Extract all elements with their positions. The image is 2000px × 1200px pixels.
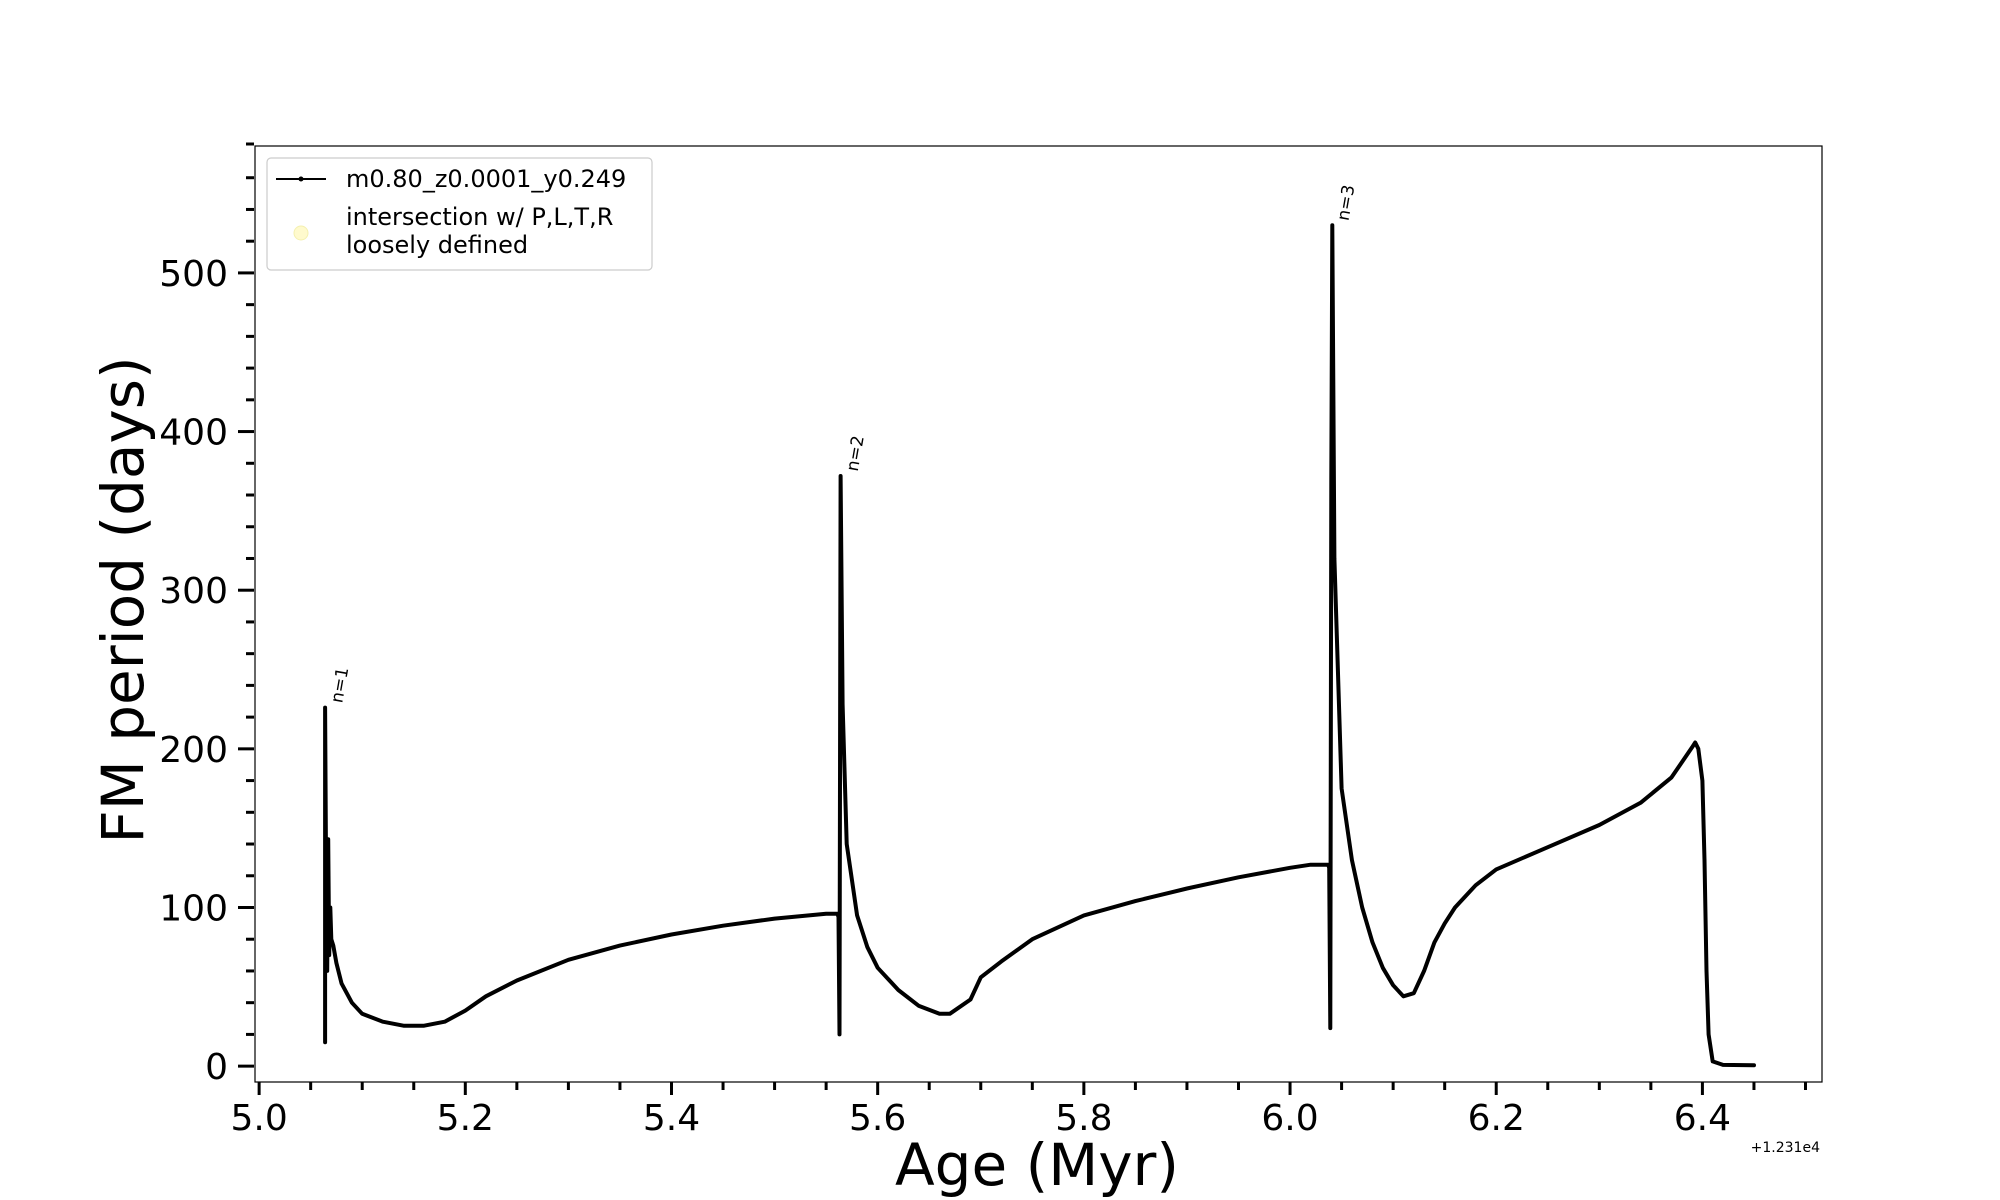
legend: m0.80_z0.0001_y0.249 intersection w/ P,L… xyxy=(266,157,653,271)
x-tick-label: 6.2 xyxy=(1468,1098,1525,1139)
legend-line-marker xyxy=(298,176,304,182)
x-axis-ticks: 5.0 5.2 5.4 5.6 5.8 6.0 6.2 6.4 xyxy=(230,1082,1808,1139)
x-tick-label: 5.4 xyxy=(643,1098,700,1139)
y-tick-label: 300 xyxy=(159,571,228,612)
y-tick-label: 100 xyxy=(159,888,228,929)
x-tick-label: 5.8 xyxy=(1055,1098,1112,1139)
y-tick-label: 400 xyxy=(159,413,228,454)
x-tick-label: 5.0 xyxy=(230,1098,287,1139)
y-tick-label: 500 xyxy=(159,254,228,295)
series-layer xyxy=(323,223,1756,1068)
y-tick-label: 200 xyxy=(159,730,228,771)
legend-intersection-marker xyxy=(293,225,309,241)
x-tick-label: 6.4 xyxy=(1674,1098,1731,1139)
series-line-0 xyxy=(323,223,1756,1068)
y-axis-label: FM period (days) xyxy=(89,356,157,843)
legend-series-label: m0.80_z0.0001_y0.249 xyxy=(346,165,626,193)
y-axis-ticks: 0 100 200 300 400 500 xyxy=(159,142,254,1088)
plot-frame xyxy=(254,145,1823,1083)
x-tick-label: 5.2 xyxy=(437,1098,494,1139)
x-axis-offset-label: +1.231e4 xyxy=(1751,1140,1820,1156)
x-tick-label: 5.6 xyxy=(849,1098,906,1139)
legend-intersection-label: intersection w/ P,L,T,R loosely defined xyxy=(346,203,621,259)
x-axis-label: Age (Myr) xyxy=(895,1131,1179,1199)
y-tick-label: 0 xyxy=(205,1047,228,1088)
legend-box xyxy=(266,157,653,271)
x-tick-label: 6.0 xyxy=(1261,1098,1318,1139)
